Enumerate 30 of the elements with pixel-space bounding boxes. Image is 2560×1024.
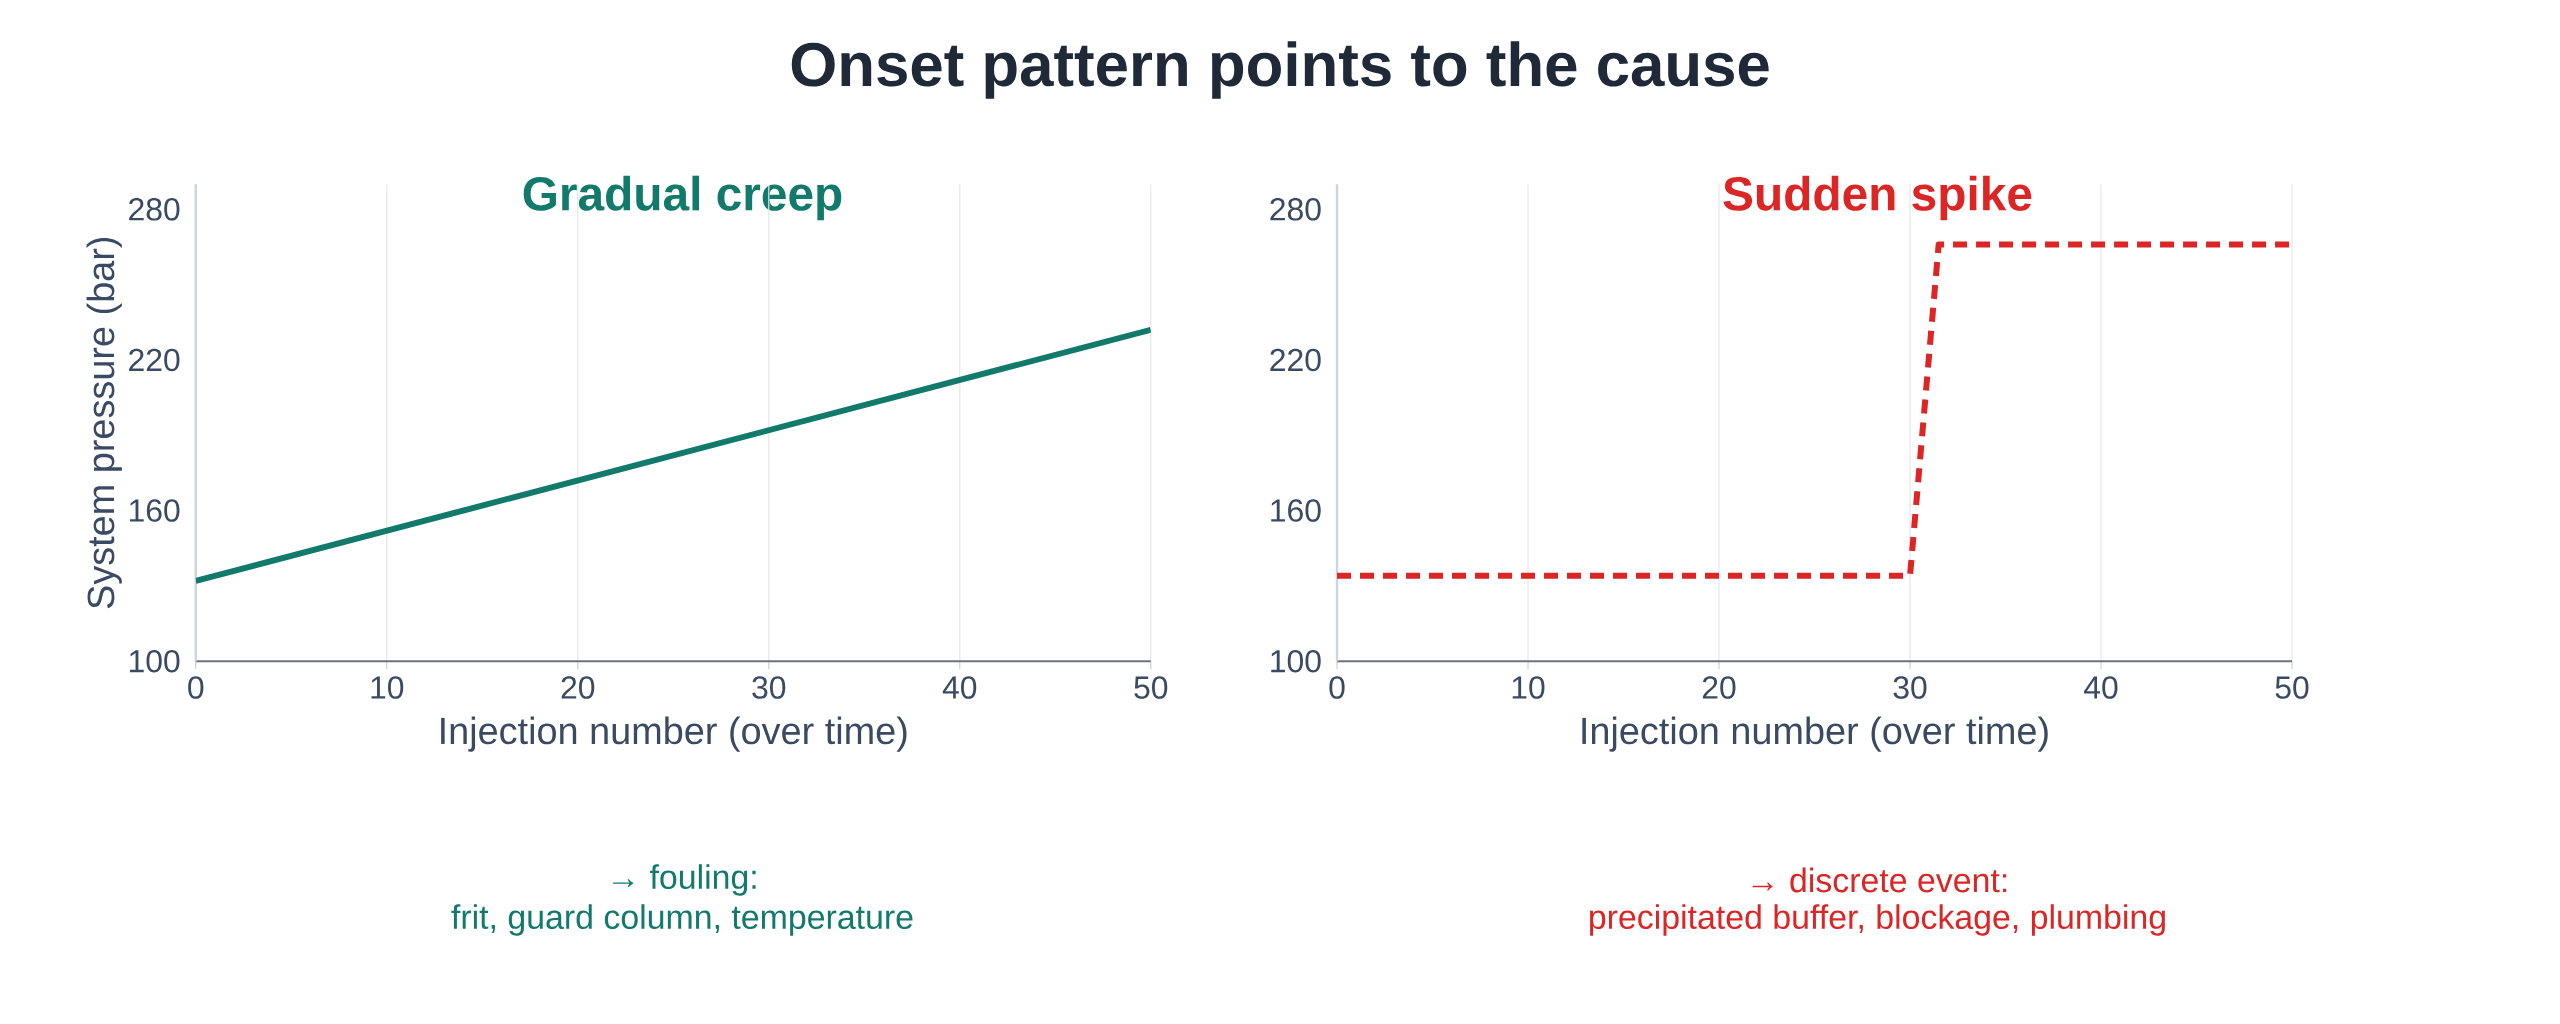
chart-subtitle: Sudden spike xyxy=(1723,175,2032,221)
x-tick-label: 50 xyxy=(2275,676,2309,699)
x-tick-label: 10 xyxy=(1512,676,1545,699)
y-axis-title: System pressure (bar) xyxy=(86,237,122,609)
text: precipitated buffer, blockage, plumbing xyxy=(1590,904,2165,936)
x-tick-label: 30 xyxy=(1893,676,1927,699)
text: frit, guard column, temperature xyxy=(451,904,913,936)
x-tick-label: 40 xyxy=(2084,676,2118,699)
x-tick-label: 30 xyxy=(752,676,786,699)
x-axis-title: Injection number (over time) xyxy=(1582,716,2048,752)
x-tick-label: 10 xyxy=(371,676,404,699)
x-tick-label: 0 xyxy=(188,676,204,699)
y-tick-label: 220 xyxy=(129,348,180,372)
y-tick-label: 160 xyxy=(129,499,180,522)
y-tick-label: 220 xyxy=(1270,348,1321,372)
y-tick-label: 100 xyxy=(1271,649,1321,673)
text: Onset pattern points to the cause xyxy=(791,41,1769,99)
x-tick-label: 40 xyxy=(942,676,977,699)
x-tick-label: 50 xyxy=(1134,676,1168,699)
x-tick-label: 0 xyxy=(1329,676,1345,699)
y-tick-label: 160 xyxy=(1271,499,1321,522)
x-tick-label: 20 xyxy=(561,676,595,699)
y-tick-label: 280 xyxy=(1270,198,1321,221)
y-tick-label: 100 xyxy=(129,649,180,673)
x-axis-title: Injection number (over time) xyxy=(441,716,907,752)
x-tick-label: 20 xyxy=(1702,676,1736,699)
chart-subtitle: Gradual creep xyxy=(523,175,842,221)
text: → discrete event: xyxy=(1752,867,2007,893)
y-tick-label: 280 xyxy=(129,198,180,221)
text: → fouling: xyxy=(613,864,756,896)
